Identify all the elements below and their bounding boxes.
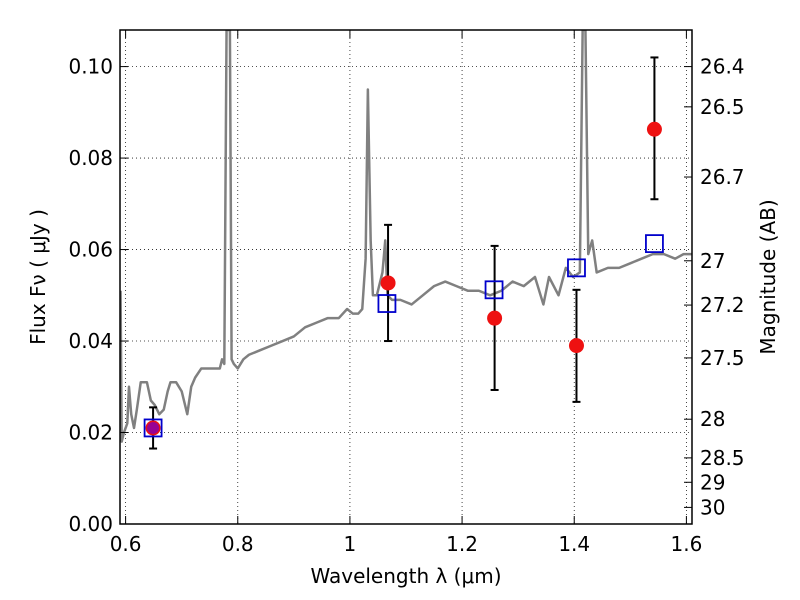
model-flux-point xyxy=(567,258,586,278)
axes: 0.6 0.8 1 1.2 1.4 1.6 0.00 0.02 0.04 0.06 0.08 0.10… xyxy=(68,30,745,556)
magnitude-tick-label: 28.5 xyxy=(700,446,745,470)
y-tick-label: 0.02 xyxy=(68,421,113,445)
magnitude-tick-label: 26.5 xyxy=(700,95,745,119)
model-flux-point xyxy=(645,234,664,254)
x-tick-label: 1.2 xyxy=(446,532,478,556)
magnitude-tick-label: 27 xyxy=(700,249,725,273)
y-tick-label: 0.06 xyxy=(68,238,113,262)
plot-area xyxy=(120,30,692,450)
spectrum-line xyxy=(120,30,692,443)
magnitude-tick-label: 26.4 xyxy=(700,55,745,79)
x-tick-label: 1 xyxy=(344,532,357,556)
plot-frame xyxy=(119,29,693,525)
y-tick-label: 0.00 xyxy=(68,512,113,536)
model-flux-point xyxy=(143,418,163,438)
measured-flux-point xyxy=(646,121,662,137)
magnitude-tick-label: 26.7 xyxy=(700,165,745,189)
measured-flux-point xyxy=(380,275,396,291)
y-tick-label: 0.04 xyxy=(68,329,113,353)
y-tick-label: 0.10 xyxy=(68,55,113,79)
measured-flux-point xyxy=(487,310,503,326)
magnitude-tick-label: 27.2 xyxy=(700,293,745,317)
x-axis-label: Wavelength λ (μm) xyxy=(310,564,501,588)
overlap-point xyxy=(147,421,160,434)
model-flux-point xyxy=(484,280,504,300)
x-tick-label: 0.8 xyxy=(222,532,254,556)
magnitude-tick-label: 27.5 xyxy=(700,346,745,370)
measured-flux-point xyxy=(568,338,584,354)
magnitude-tick-label: 29 xyxy=(700,470,725,494)
magnitude-tick-label: 28 xyxy=(700,407,725,431)
y-axis-label-right: Magnitude (AB) xyxy=(756,199,780,354)
x-tick-label: 0.6 xyxy=(110,532,142,556)
x-tick-label: 1.6 xyxy=(670,532,702,556)
magnitude-tick-label: 30 xyxy=(700,495,725,519)
y-axis-label-left: Flux Fν ( μJy ) xyxy=(26,209,50,345)
y-tick-label: 0.08 xyxy=(68,146,113,170)
model-flux-point xyxy=(377,294,397,313)
x-tick-label: 1.4 xyxy=(558,532,590,556)
